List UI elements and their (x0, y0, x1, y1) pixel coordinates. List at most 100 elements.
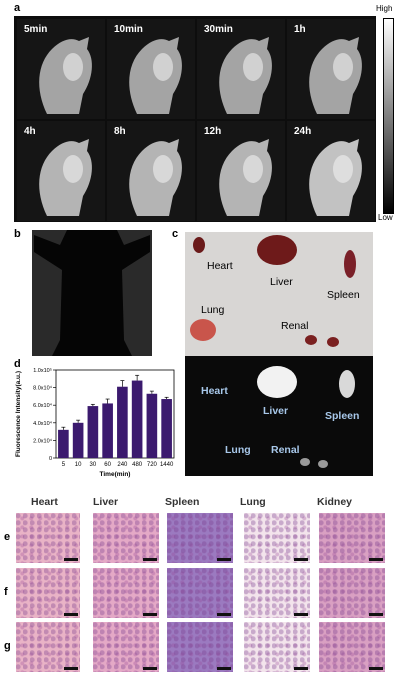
histo-header-kidney: Kidney (317, 496, 353, 508)
x-tick-label: 60 (104, 462, 111, 468)
organ-fluo-label-heart: Heart (201, 385, 228, 397)
scale-bar (294, 613, 308, 616)
time-label-5: 8h (114, 126, 126, 137)
x-tick-label: 1440 (160, 462, 174, 468)
x-tick-label: 720 (147, 462, 158, 468)
organ-label-heart: Heart (207, 260, 233, 272)
time-label-7: 24h (294, 126, 312, 137)
scale-bar (369, 558, 383, 561)
histo-tile-e-heart (16, 513, 80, 563)
plot-frame (55, 369, 175, 459)
y-tick-label: 0 (49, 456, 52, 462)
bar-480 (131, 380, 143, 458)
organ-label-spleen: Spleen (327, 289, 360, 301)
histo-header-heart: Heart (31, 496, 58, 508)
bar-720 (146, 393, 158, 458)
bar-60 (102, 403, 113, 458)
panel-label-f: f (4, 586, 8, 598)
y-tick-label: 8.0x10⁴ (33, 385, 53, 392)
time-label-2: 30min (204, 24, 233, 35)
bar-1440 (161, 399, 172, 458)
y-tick-label: 4.0x10⁴ (33, 420, 53, 427)
histo-tile-f-heart (16, 568, 80, 618)
histo-tile-f-liver (93, 568, 159, 618)
histo-header-lung: Lung (240, 496, 266, 508)
panel-label-a: a (14, 2, 21, 14)
mouse-image-0: 5min (17, 19, 105, 119)
panel-label-b: b (14, 228, 21, 240)
mouse-imaging-grid: 5min 10min 30min 1h 4h 8h 12h 24h (14, 16, 376, 222)
fluorescence-bar-chart: 0 2.0x10⁴ 4.0x10⁴ 6.0x10⁴ 8.0x10⁴ 1.0x10⁵ 5 10 3… (15, 367, 175, 478)
body-image (32, 230, 152, 356)
organs-glow (257, 366, 355, 468)
panel-label-c: c (172, 228, 179, 240)
histo-tile-e-spleen (167, 513, 233, 563)
bar-5 (58, 429, 69, 458)
scale-bar (217, 558, 231, 561)
scale-bar (294, 558, 308, 561)
histo-tile-f-lung (244, 568, 310, 618)
y-axis-label: Fluorescence Intensity(a.u.) (15, 371, 22, 457)
bar-240 (117, 386, 128, 458)
histo-tile-f-kidney (319, 568, 385, 618)
organ-fluo-label-lung: Lung (225, 444, 251, 456)
time-label-0: 5min (24, 24, 48, 35)
histo-tile-g-spleen (167, 622, 233, 672)
time-label-6: 12h (204, 126, 222, 137)
organs-fluorescence: Heart Liver Spleen Lung Renal (185, 356, 373, 476)
mouse-image-7: 24h (287, 121, 375, 221)
organ-label-lung: Lung (201, 304, 225, 316)
scale-bar (143, 558, 157, 561)
mouse-image-5: 8h (107, 121, 195, 221)
panel-label-g: g (4, 640, 11, 652)
histo-tile-e-lung (244, 513, 310, 563)
time-label-1: 10min (114, 24, 143, 35)
scale-bar (64, 613, 78, 616)
mouse-image-2: 30min (197, 19, 285, 119)
scale-bar (217, 667, 231, 670)
x-tick-label: 5 (62, 462, 66, 468)
y-tick-label: 6.0x10⁴ (33, 402, 53, 409)
intensity-colorbar (383, 18, 394, 214)
scale-bar (143, 613, 157, 616)
bar-30 (87, 406, 99, 458)
mouse-image-4: 4h (17, 121, 105, 221)
time-label-3: 1h (294, 24, 306, 35)
time-label-4: 4h (24, 126, 36, 137)
bar-10 (72, 422, 84, 458)
mouse-image-1: 10min (107, 19, 195, 119)
scale-bar (217, 613, 231, 616)
histo-tile-g-liver (93, 622, 159, 672)
mouse-image-3: 1h (287, 19, 375, 119)
mouse-image-6: 12h (197, 121, 285, 221)
organ-fluo-label-liver: Liver (263, 405, 289, 417)
scale-bar (64, 667, 78, 670)
scale-bar (143, 667, 157, 670)
y-tick-label: 2.0x10⁴ (33, 437, 53, 444)
panel-label-e: e (4, 531, 11, 543)
scale-bar (369, 613, 383, 616)
scale-bar (294, 667, 308, 670)
organ-label-liver: Liver (270, 276, 293, 288)
x-tick-label: 480 (132, 462, 143, 468)
histo-tile-g-heart (16, 622, 80, 672)
organs-photo: Heart Liver Spleen Lung Renal (185, 232, 373, 356)
body-silhouette (34, 230, 150, 356)
scale-bar (64, 558, 78, 561)
y-tick-label: 1.0x10⁵ (33, 367, 52, 374)
x-tick-label: 10 (75, 462, 82, 468)
histo-tile-g-lung (244, 622, 310, 672)
scale-low-label: Low (378, 213, 393, 222)
panel-label-d: d (14, 358, 21, 370)
scale-bar (369, 667, 383, 670)
histo-tile-f-spleen (167, 568, 233, 618)
organ-label-renal: Renal (281, 320, 309, 332)
organ-fluo-label-renal: Renal (271, 444, 300, 456)
histo-header-liver: Liver (93, 496, 119, 508)
scale-high-label: High (376, 4, 393, 13)
histo-tile-e-liver (93, 513, 159, 563)
x-axis-label: Time(min) (100, 471, 131, 478)
x-tick-label: 240 (117, 462, 128, 468)
organ-fluo-label-spleen: Spleen (325, 410, 360, 422)
histo-header-spleen: Spleen (165, 496, 200, 508)
